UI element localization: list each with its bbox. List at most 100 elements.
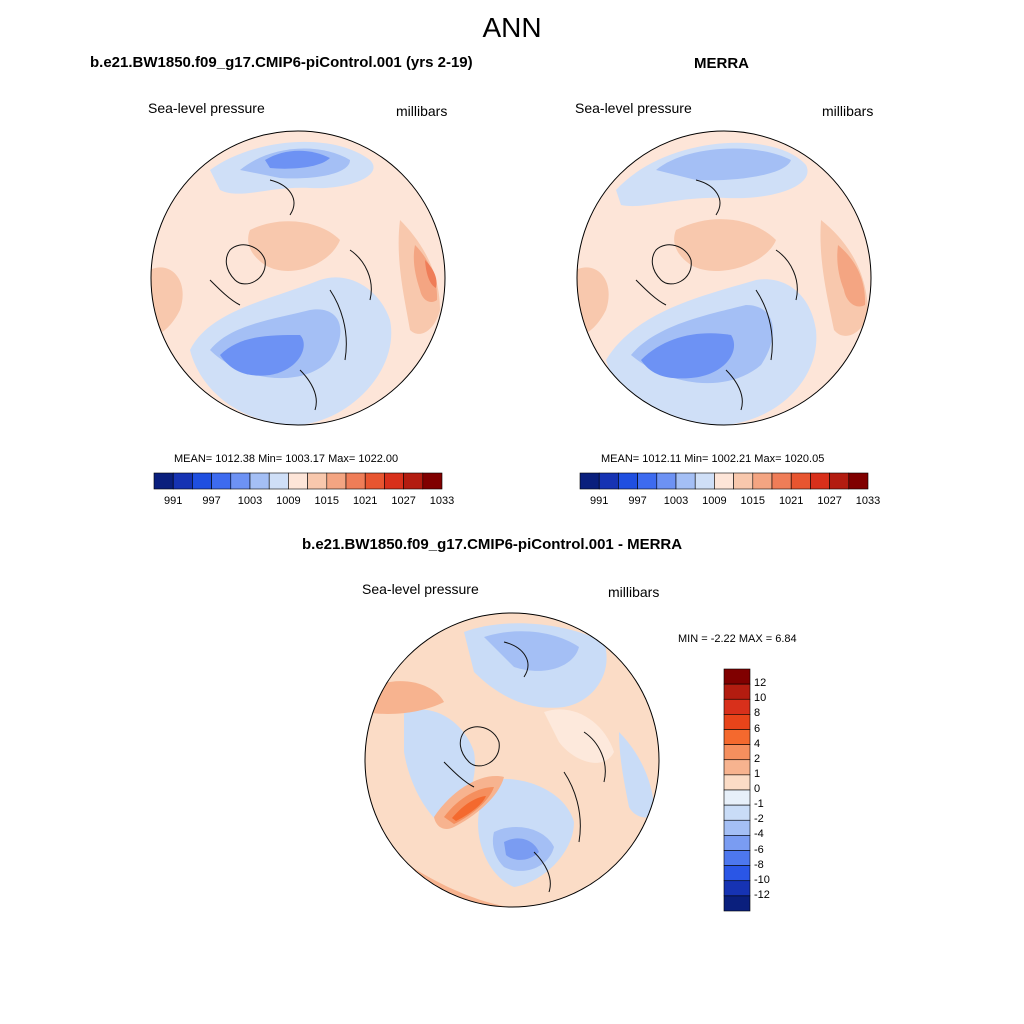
colorbar-tick-label: 1	[754, 767, 761, 780]
icelandic-low-core	[641, 333, 735, 379]
colorbar-tick-label: 1021	[352, 495, 378, 507]
colorbar-swatch	[675, 472, 696, 490]
colorbar-tick-label: 1033	[855, 495, 881, 507]
colorbar-tick-label: 1027	[817, 495, 842, 507]
colorbar-tick-label: 991	[590, 495, 609, 507]
colorbar-swatch	[723, 714, 751, 730]
diff-polar-map	[364, 612, 660, 908]
colorbar-swatch	[752, 472, 773, 490]
colorbar-swatch	[723, 865, 751, 882]
colorbar-swatch	[723, 850, 751, 866]
colorbar-swatch	[288, 472, 308, 490]
diff-minmax: MIN = -2.22 MAX = 6.84	[678, 633, 797, 645]
colorbar-swatch	[422, 472, 443, 490]
colorbar-tick-label: 997	[202, 495, 221, 507]
map-outline	[576, 130, 872, 426]
diff-units-label: millibars	[608, 584, 660, 600]
panel1-colorbar	[153, 472, 443, 490]
colorbar-swatch	[618, 472, 638, 490]
colorbar-tick-label: 0	[754, 783, 761, 795]
panel2-stats: MEAN= 1012.11 Min= 1002.21 Max= 1020.05	[601, 453, 825, 465]
map-outline	[364, 612, 660, 908]
diff-title: b.e21.BW1850.f09_g17.CMIP6-piControl.001…	[302, 536, 683, 553]
arctic-high-region	[674, 219, 776, 271]
panel2-polar-map	[576, 130, 872, 426]
panel1-stats: MEAN= 1012.38 Min= 1003.17 Max= 1022.00	[174, 453, 399, 465]
colorbar-tick-label: 4	[754, 737, 761, 750]
colorbar-swatch	[345, 472, 366, 490]
colorbar-swatch	[637, 472, 658, 490]
colorbar-tick-label: 1027	[391, 495, 416, 507]
panel2-variable-label: Sea-level pressure	[575, 100, 692, 116]
colorbar-swatch	[723, 668, 751, 685]
colorbar-swatch	[249, 472, 270, 490]
colorbar-tick-label: 1021	[778, 495, 804, 507]
colorbar-tick-label: 12	[754, 677, 767, 690]
colorbar-swatch	[810, 472, 830, 490]
coastlines	[635, 179, 798, 411]
map-outline	[150, 130, 446, 426]
colorbar-swatch	[829, 472, 850, 490]
colorbar-tick-label: 1003	[663, 495, 689, 507]
colorbar-swatch	[694, 472, 715, 490]
panel2-colorbar	[579, 472, 869, 490]
panel1-polar-map	[150, 130, 446, 426]
colorbar-tick-label: 8	[754, 707, 761, 720]
low-pressure-core	[656, 148, 791, 181]
colorbar-swatch	[153, 472, 174, 490]
coastlines	[209, 179, 372, 411]
colorbar-tick-label: 2	[754, 752, 761, 765]
icelandic-low-core	[220, 335, 304, 376]
colorbar-swatch	[723, 698, 751, 715]
colorbar-tick-label: -6	[754, 843, 764, 856]
colorbar-swatch	[192, 472, 212, 490]
panel2-units-label: millibars	[822, 103, 874, 119]
colorbar-tick-label: -10	[754, 873, 770, 886]
colorbar-swatch	[723, 729, 751, 745]
colorbar-tick-label: 1009	[276, 495, 301, 507]
positive-region-pacific	[365, 681, 444, 714]
panel1-variable-label: Sea-level pressure	[148, 100, 265, 116]
colorbar-swatch	[723, 804, 751, 821]
colorbar-tick-label: 10	[754, 692, 767, 705]
colorbar-swatch	[723, 744, 751, 761]
colorbar-swatch	[211, 472, 232, 490]
colorbar-tick-label: -4	[754, 828, 764, 841]
colorbar-tick-label: 6	[754, 722, 761, 735]
colorbar-swatch	[230, 472, 251, 490]
colorbar-swatch	[733, 472, 754, 490]
colorbar-tick-label: -2	[754, 813, 764, 826]
colorbar-swatch	[598, 472, 619, 490]
arctic-high-region	[248, 221, 340, 271]
colorbar-tick-label: 1015	[740, 495, 766, 507]
panel1-units-label: millibars	[396, 103, 448, 119]
colorbar-tick-label: 1033	[429, 495, 455, 507]
colorbar-tick-label: -12	[754, 888, 770, 901]
colorbar-tick-label: 997	[628, 495, 647, 507]
figure-title: ANN	[482, 12, 542, 43]
colorbar-swatch	[656, 472, 677, 490]
colorbar-swatch	[714, 472, 734, 490]
colorbar-tick-label: 991	[164, 495, 183, 507]
colorbar-swatch	[723, 895, 751, 912]
colorbar-swatch	[723, 774, 751, 791]
colorbar-swatch	[723, 759, 751, 776]
colorbar-tick-label: 1003	[237, 495, 263, 507]
colorbar-swatch	[723, 683, 751, 700]
colorbar-swatch	[848, 472, 869, 490]
colorbar-swatch	[723, 819, 751, 836]
colorbar-swatch	[723, 880, 751, 897]
colorbar-tick-label: -1	[754, 798, 764, 811]
panel2-title: MERRA	[694, 55, 749, 72]
colorbar-swatch	[307, 472, 328, 490]
diff-colorbar	[723, 668, 751, 912]
colorbar-swatch	[268, 472, 289, 490]
coastlines	[443, 641, 606, 893]
colorbar-swatch	[790, 472, 811, 490]
colorbar-swatch	[172, 472, 193, 490]
negative-region-east	[619, 732, 654, 818]
colorbar-swatch	[384, 472, 404, 490]
colorbar-tick-label: -8	[754, 858, 764, 871]
colorbar-swatch	[403, 472, 424, 490]
colorbar-tick-label: 1015	[314, 495, 340, 507]
